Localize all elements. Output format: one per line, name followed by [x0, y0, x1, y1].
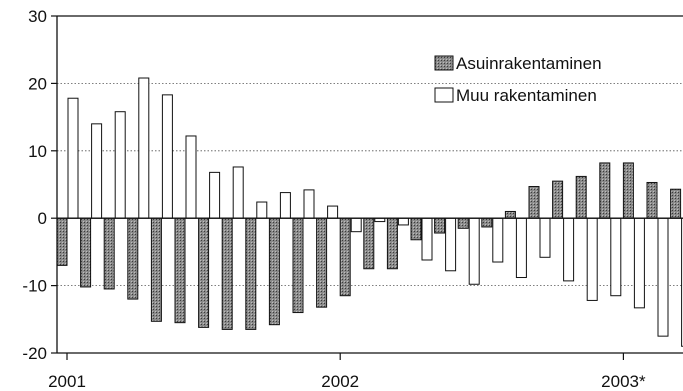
legend-label-asuinrakentaminen: Asuinrakentaminen [456, 54, 602, 73]
y-tick-label: -20 [22, 344, 47, 363]
bar-muu-rakentaminen-9 [279, 192, 291, 219]
bar-asuinrakentaminen-23 [599, 162, 611, 219]
bar-muu-rakentaminen-7 [232, 166, 244, 219]
bar-asuinrakentaminen-8 [245, 217, 257, 330]
legend: Asuinrakentaminen Muu rakentaminen [434, 54, 602, 105]
bar-asuinrakentaminen-21 [552, 180, 564, 219]
bar-asuinrakentaminen-5 [174, 217, 186, 324]
y-tick-label: 10 [28, 142, 47, 161]
bar-asuinrakentaminen-11 [316, 217, 328, 308]
bar-muu-rakentaminen-26 [681, 217, 683, 347]
legend-swatch-asuinrakentaminen [434, 55, 454, 71]
bar-asuinrakentaminen-9 [268, 217, 280, 326]
y-tick-label: 30 [28, 7, 47, 26]
bar-muu-rakentaminen-0 [67, 97, 79, 219]
bar-asuinrakentaminen-19 [504, 210, 516, 219]
bar-muu-rakentaminen-17 [468, 217, 480, 285]
bar-asuinrakentaminen-13 [363, 217, 375, 270]
bar-asuinrakentaminen-20 [528, 186, 540, 219]
bar-series [56, 77, 683, 347]
bar-asuinrakentaminen-15 [410, 217, 422, 241]
bar-muu-rakentaminen-16 [445, 217, 457, 272]
x-tick-label: 2001 [48, 372, 86, 391]
bar-asuinrakentaminen-2 [103, 217, 115, 290]
bar-asuinrakentaminen-26 [670, 188, 682, 219]
bar-muu-rakentaminen-24 [633, 217, 645, 309]
axes [56, 15, 683, 354]
bar-asuinrakentaminen-22 [575, 175, 587, 219]
bar-muu-rakentaminen-3 [138, 77, 150, 219]
x-tick-label: 2003* [601, 372, 646, 391]
bar-asuinrakentaminen-14 [386, 217, 398, 270]
bar-muu-rakentaminen-8 [256, 201, 268, 219]
bar-asuinrakentaminen-17 [457, 217, 469, 229]
bar-asuinrakentaminen-12 [339, 217, 351, 297]
y-tick-label: -10 [22, 277, 47, 296]
bar-muu-rakentaminen-25 [657, 217, 669, 337]
x-axis-ticks: 2001 2002 2003* [48, 353, 646, 391]
bar-muu-rakentaminen-19 [515, 217, 527, 279]
bar-muu-rakentaminen-21 [563, 217, 575, 282]
bar-muu-rakentaminen-10 [303, 189, 315, 219]
bar-muu-rakentaminen-14 [397, 217, 409, 226]
bar-muu-rakentaminen-18 [492, 217, 504, 263]
x-tick-label: 2002 [321, 372, 359, 391]
bar-asuinrakentaminen-7 [221, 217, 233, 330]
bar-muu-rakentaminen-15 [421, 217, 433, 261]
y-axis-ticks: -20 -10 0 10 20 30 [22, 7, 57, 363]
legend-label-muu-rakentaminen: Muu rakentaminen [456, 86, 597, 105]
bar-asuinrakentaminen-4 [150, 217, 162, 322]
y-tick-label: 0 [38, 209, 47, 228]
bar-asuinrakentaminen-0 [56, 217, 68, 266]
y-tick-label: 20 [28, 74, 47, 93]
bar-muu-rakentaminen-20 [539, 217, 551, 258]
bar-muu-rakentaminen-23 [610, 217, 622, 297]
bar-asuinrakentaminen-16 [434, 217, 446, 234]
bar-muu-rakentaminen-11 [327, 205, 339, 219]
bar-muu-rakentaminen-4 [161, 94, 173, 219]
bar-asuinrakentaminen-10 [292, 217, 304, 314]
legend-swatch-muu-rakentaminen [434, 87, 454, 103]
bar-muu-rakentaminen-5 [185, 135, 197, 219]
bar-asuinrakentaminen-18 [481, 217, 493, 228]
bar-asuinrakentaminen-6 [198, 217, 210, 328]
bar-asuinrakentaminen-3 [127, 217, 139, 300]
bar-muu-rakentaminen-12 [350, 217, 362, 233]
bar-muu-rakentaminen-22 [586, 217, 598, 301]
bar-muu-rakentaminen-1 [91, 123, 103, 219]
bar-muu-rakentaminen-6 [209, 171, 221, 219]
bar-asuinrakentaminen-1 [80, 217, 92, 288]
bar-asuinrakentaminen-25 [646, 181, 658, 219]
bar-asuinrakentaminen-24 [622, 162, 634, 219]
bar-muu-rakentaminen-2 [114, 111, 126, 219]
